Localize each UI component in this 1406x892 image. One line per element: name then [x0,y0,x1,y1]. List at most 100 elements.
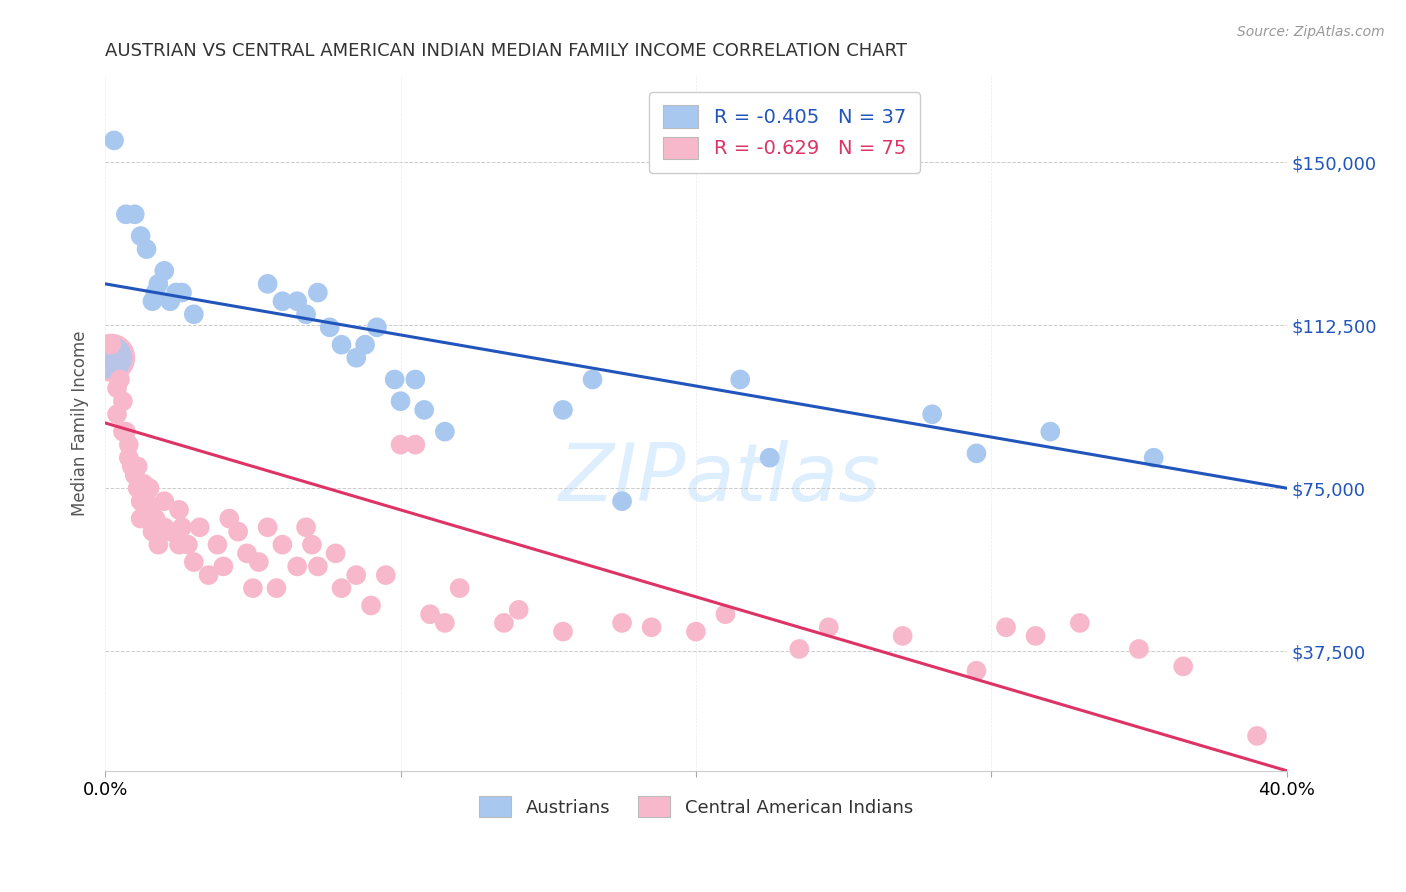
Point [127,459,149,474]
Point [177,538,200,552]
Point [389,394,412,409]
Point [307,559,329,574]
Point [389,438,412,452]
Point [167,538,190,552]
Text: ZIPatlas: ZIPatlas [558,440,880,517]
Point [247,555,270,569]
Point [330,337,353,351]
Point [226,524,249,539]
Text: Source: ZipAtlas.com: Source: ZipAtlas.com [1237,25,1385,39]
Legend: Austrians, Central American Indians: Austrians, Central American Indians [472,789,920,824]
Point [118,450,141,465]
Point [266,581,288,595]
Point [433,425,456,439]
Point [581,372,603,386]
Point [374,568,396,582]
Point [148,538,170,552]
Point [183,555,205,569]
Point [153,520,176,534]
Point [129,494,152,508]
Text: AUSTRIAN VS CENTRAL AMERICAN INDIAN MEDIAN FAMILY INCOME CORRELATION CHART: AUSTRIAN VS CENTRAL AMERICAN INDIAN MEDI… [105,42,907,60]
Point [921,407,943,421]
Point [1246,729,1268,743]
Point [1069,615,1091,630]
Point [318,320,340,334]
Point [135,242,157,256]
Point [100,351,122,365]
Point [787,642,810,657]
Point [138,503,160,517]
Point [218,511,240,525]
Point [728,372,751,386]
Point [404,372,426,386]
Point [610,615,633,630]
Point [167,503,190,517]
Point [212,559,235,574]
Point [100,337,122,351]
Point [111,394,134,409]
Point [183,307,205,321]
Point [307,285,329,300]
Point [115,207,138,221]
Point [145,511,167,525]
Point [256,277,278,291]
Point [344,351,367,365]
Point [891,629,914,643]
Point [111,425,134,439]
Point [132,476,155,491]
Point [121,459,143,474]
Point [285,294,308,309]
Point [100,351,122,365]
Point [360,599,382,613]
Point [242,581,264,595]
Point [145,285,167,300]
Point [330,581,353,595]
Point [344,568,367,582]
Point [325,546,347,560]
Point [1025,629,1047,643]
Point [271,294,294,309]
Point [188,520,211,534]
Point [135,494,157,508]
Point [148,520,170,534]
Point [817,620,839,634]
Point [551,403,574,417]
Point [301,538,323,552]
Point [165,285,187,300]
Point [159,524,181,539]
Point [129,511,152,525]
Point [366,320,388,334]
Point [197,568,219,582]
Point [105,381,128,395]
Point [105,407,128,421]
Point [384,372,406,386]
Point [758,450,780,465]
Point [141,524,163,539]
Point [1128,642,1150,657]
Point [413,403,436,417]
Point [285,559,308,574]
Point [685,624,707,639]
Point [714,607,737,622]
Point [449,581,471,595]
Point [1143,450,1166,465]
Point [966,446,988,460]
Point [170,285,193,300]
Point [108,372,131,386]
Point [141,294,163,309]
Point [103,133,125,147]
Point [124,468,146,483]
Point [148,277,170,291]
Point [127,481,149,495]
Point [150,524,173,539]
Point [966,664,988,678]
Point [492,615,515,630]
Point [271,538,294,552]
Point [1173,659,1195,673]
Point [1039,425,1062,439]
Point [640,620,662,634]
Point [419,607,441,622]
Point [138,481,160,495]
Point [404,438,426,452]
Point [236,546,259,560]
